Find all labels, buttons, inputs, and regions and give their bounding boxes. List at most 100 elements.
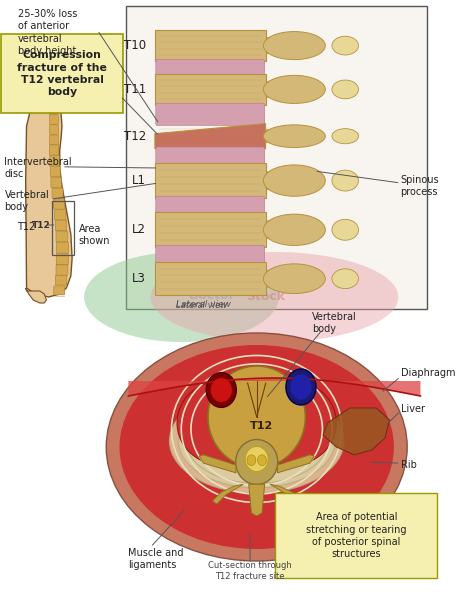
- FancyBboxPatch shape: [56, 265, 68, 275]
- Polygon shape: [270, 484, 301, 504]
- Polygon shape: [277, 455, 314, 473]
- Text: Intervertebral
disc: Intervertebral disc: [5, 157, 72, 179]
- Ellipse shape: [186, 398, 327, 484]
- Text: Liver: Liver: [400, 404, 425, 414]
- Polygon shape: [266, 220, 283, 240]
- Text: T11: T11: [124, 83, 146, 96]
- FancyBboxPatch shape: [55, 209, 66, 220]
- Polygon shape: [40, 84, 51, 108]
- FancyBboxPatch shape: [52, 188, 63, 198]
- Polygon shape: [155, 124, 266, 149]
- Text: L2: L2: [132, 223, 146, 236]
- FancyBboxPatch shape: [49, 104, 57, 114]
- Ellipse shape: [247, 455, 256, 466]
- FancyBboxPatch shape: [56, 231, 68, 242]
- FancyBboxPatch shape: [50, 155, 59, 166]
- Ellipse shape: [84, 252, 279, 342]
- Ellipse shape: [206, 373, 236, 407]
- Text: L1: L1: [132, 174, 146, 187]
- Ellipse shape: [332, 80, 358, 99]
- Ellipse shape: [263, 76, 325, 103]
- Text: T12: T12: [17, 222, 35, 232]
- FancyBboxPatch shape: [156, 103, 265, 125]
- Polygon shape: [266, 170, 283, 191]
- FancyBboxPatch shape: [53, 199, 64, 209]
- Text: Spinous
process: Spinous process: [400, 175, 439, 197]
- Ellipse shape: [208, 366, 306, 468]
- Text: Stock: Stock: [246, 290, 285, 304]
- Polygon shape: [155, 212, 266, 247]
- FancyBboxPatch shape: [56, 242, 69, 253]
- Text: Lateral view: Lateral view: [176, 300, 231, 310]
- FancyBboxPatch shape: [50, 125, 58, 134]
- FancyBboxPatch shape: [126, 6, 427, 309]
- FancyBboxPatch shape: [156, 245, 265, 264]
- Text: L3: L3: [132, 272, 146, 285]
- FancyBboxPatch shape: [50, 135, 58, 145]
- Ellipse shape: [248, 381, 336, 465]
- Text: Rib: Rib: [400, 460, 416, 470]
- Polygon shape: [266, 269, 283, 289]
- Text: Muscle and
ligaments: Muscle and ligaments: [128, 548, 184, 571]
- Text: T12: T12: [32, 221, 50, 230]
- FancyBboxPatch shape: [48, 94, 56, 104]
- FancyBboxPatch shape: [54, 286, 65, 295]
- Ellipse shape: [177, 381, 266, 465]
- FancyBboxPatch shape: [156, 196, 265, 214]
- Text: Vertebral
body: Vertebral body: [312, 311, 357, 334]
- Text: Cut-section through
T12 fracture site: Cut-section through T12 fracture site: [208, 562, 292, 581]
- Ellipse shape: [150, 252, 398, 342]
- FancyBboxPatch shape: [55, 220, 67, 230]
- Ellipse shape: [263, 125, 325, 148]
- FancyBboxPatch shape: [50, 115, 58, 124]
- Ellipse shape: [332, 36, 358, 55]
- FancyBboxPatch shape: [50, 145, 59, 155]
- Text: Vertebral
body: Vertebral body: [5, 190, 49, 212]
- Ellipse shape: [263, 165, 325, 196]
- Ellipse shape: [211, 378, 232, 402]
- Ellipse shape: [178, 394, 335, 488]
- Ellipse shape: [290, 374, 312, 400]
- Polygon shape: [266, 128, 283, 144]
- FancyBboxPatch shape: [51, 178, 62, 187]
- Ellipse shape: [263, 264, 325, 293]
- Ellipse shape: [106, 333, 407, 561]
- Polygon shape: [155, 163, 266, 198]
- Ellipse shape: [332, 269, 358, 289]
- Text: T12: T12: [124, 130, 146, 143]
- Ellipse shape: [169, 389, 344, 493]
- Ellipse shape: [332, 220, 358, 240]
- Ellipse shape: [286, 369, 316, 405]
- Polygon shape: [35, 77, 50, 88]
- Polygon shape: [155, 74, 266, 105]
- Polygon shape: [249, 484, 265, 516]
- Polygon shape: [266, 36, 283, 55]
- Text: Diaphragm: Diaphragm: [400, 368, 455, 378]
- Polygon shape: [25, 288, 46, 303]
- FancyBboxPatch shape: [50, 166, 60, 176]
- FancyBboxPatch shape: [56, 254, 69, 265]
- Polygon shape: [155, 30, 266, 61]
- FancyBboxPatch shape: [275, 493, 437, 578]
- FancyBboxPatch shape: [1, 34, 123, 113]
- Text: T12: T12: [250, 421, 273, 431]
- Ellipse shape: [245, 446, 268, 472]
- Text: Compression
fracture of the
T12 vertebral
body: Compression fracture of the T12 vertebra…: [17, 50, 107, 97]
- Polygon shape: [266, 80, 283, 99]
- Polygon shape: [323, 408, 389, 455]
- Text: Lateral view: Lateral view: [176, 301, 227, 311]
- FancyBboxPatch shape: [156, 59, 265, 76]
- Ellipse shape: [28, 48, 61, 87]
- Text: Area of potential
stretching or tearing
of posterior spinal
structures: Area of potential stretching or tearing …: [306, 512, 407, 559]
- Ellipse shape: [263, 214, 325, 245]
- Ellipse shape: [332, 170, 358, 191]
- Ellipse shape: [119, 345, 394, 549]
- Polygon shape: [199, 455, 236, 473]
- Text: Doctor: Doctor: [189, 289, 236, 302]
- Polygon shape: [155, 262, 266, 295]
- Text: Area
shown: Area shown: [79, 224, 110, 247]
- Text: 25-30% loss
of anterior
vertebral
body height: 25-30% loss of anterior vertebral body h…: [18, 9, 77, 56]
- Polygon shape: [25, 96, 72, 297]
- FancyBboxPatch shape: [156, 147, 265, 165]
- Ellipse shape: [257, 455, 266, 466]
